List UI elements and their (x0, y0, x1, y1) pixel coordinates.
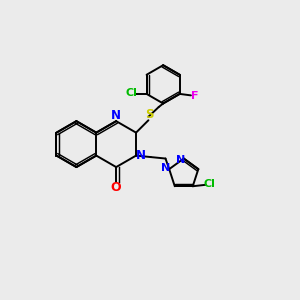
Text: N: N (176, 155, 185, 165)
Text: Cl: Cl (126, 88, 138, 98)
Text: S: S (145, 109, 154, 122)
Text: F: F (191, 91, 198, 101)
Text: Cl: Cl (204, 179, 215, 189)
Text: N: N (161, 163, 170, 173)
Text: O: O (111, 181, 122, 194)
Text: N: N (136, 149, 146, 162)
Text: N: N (111, 109, 121, 122)
